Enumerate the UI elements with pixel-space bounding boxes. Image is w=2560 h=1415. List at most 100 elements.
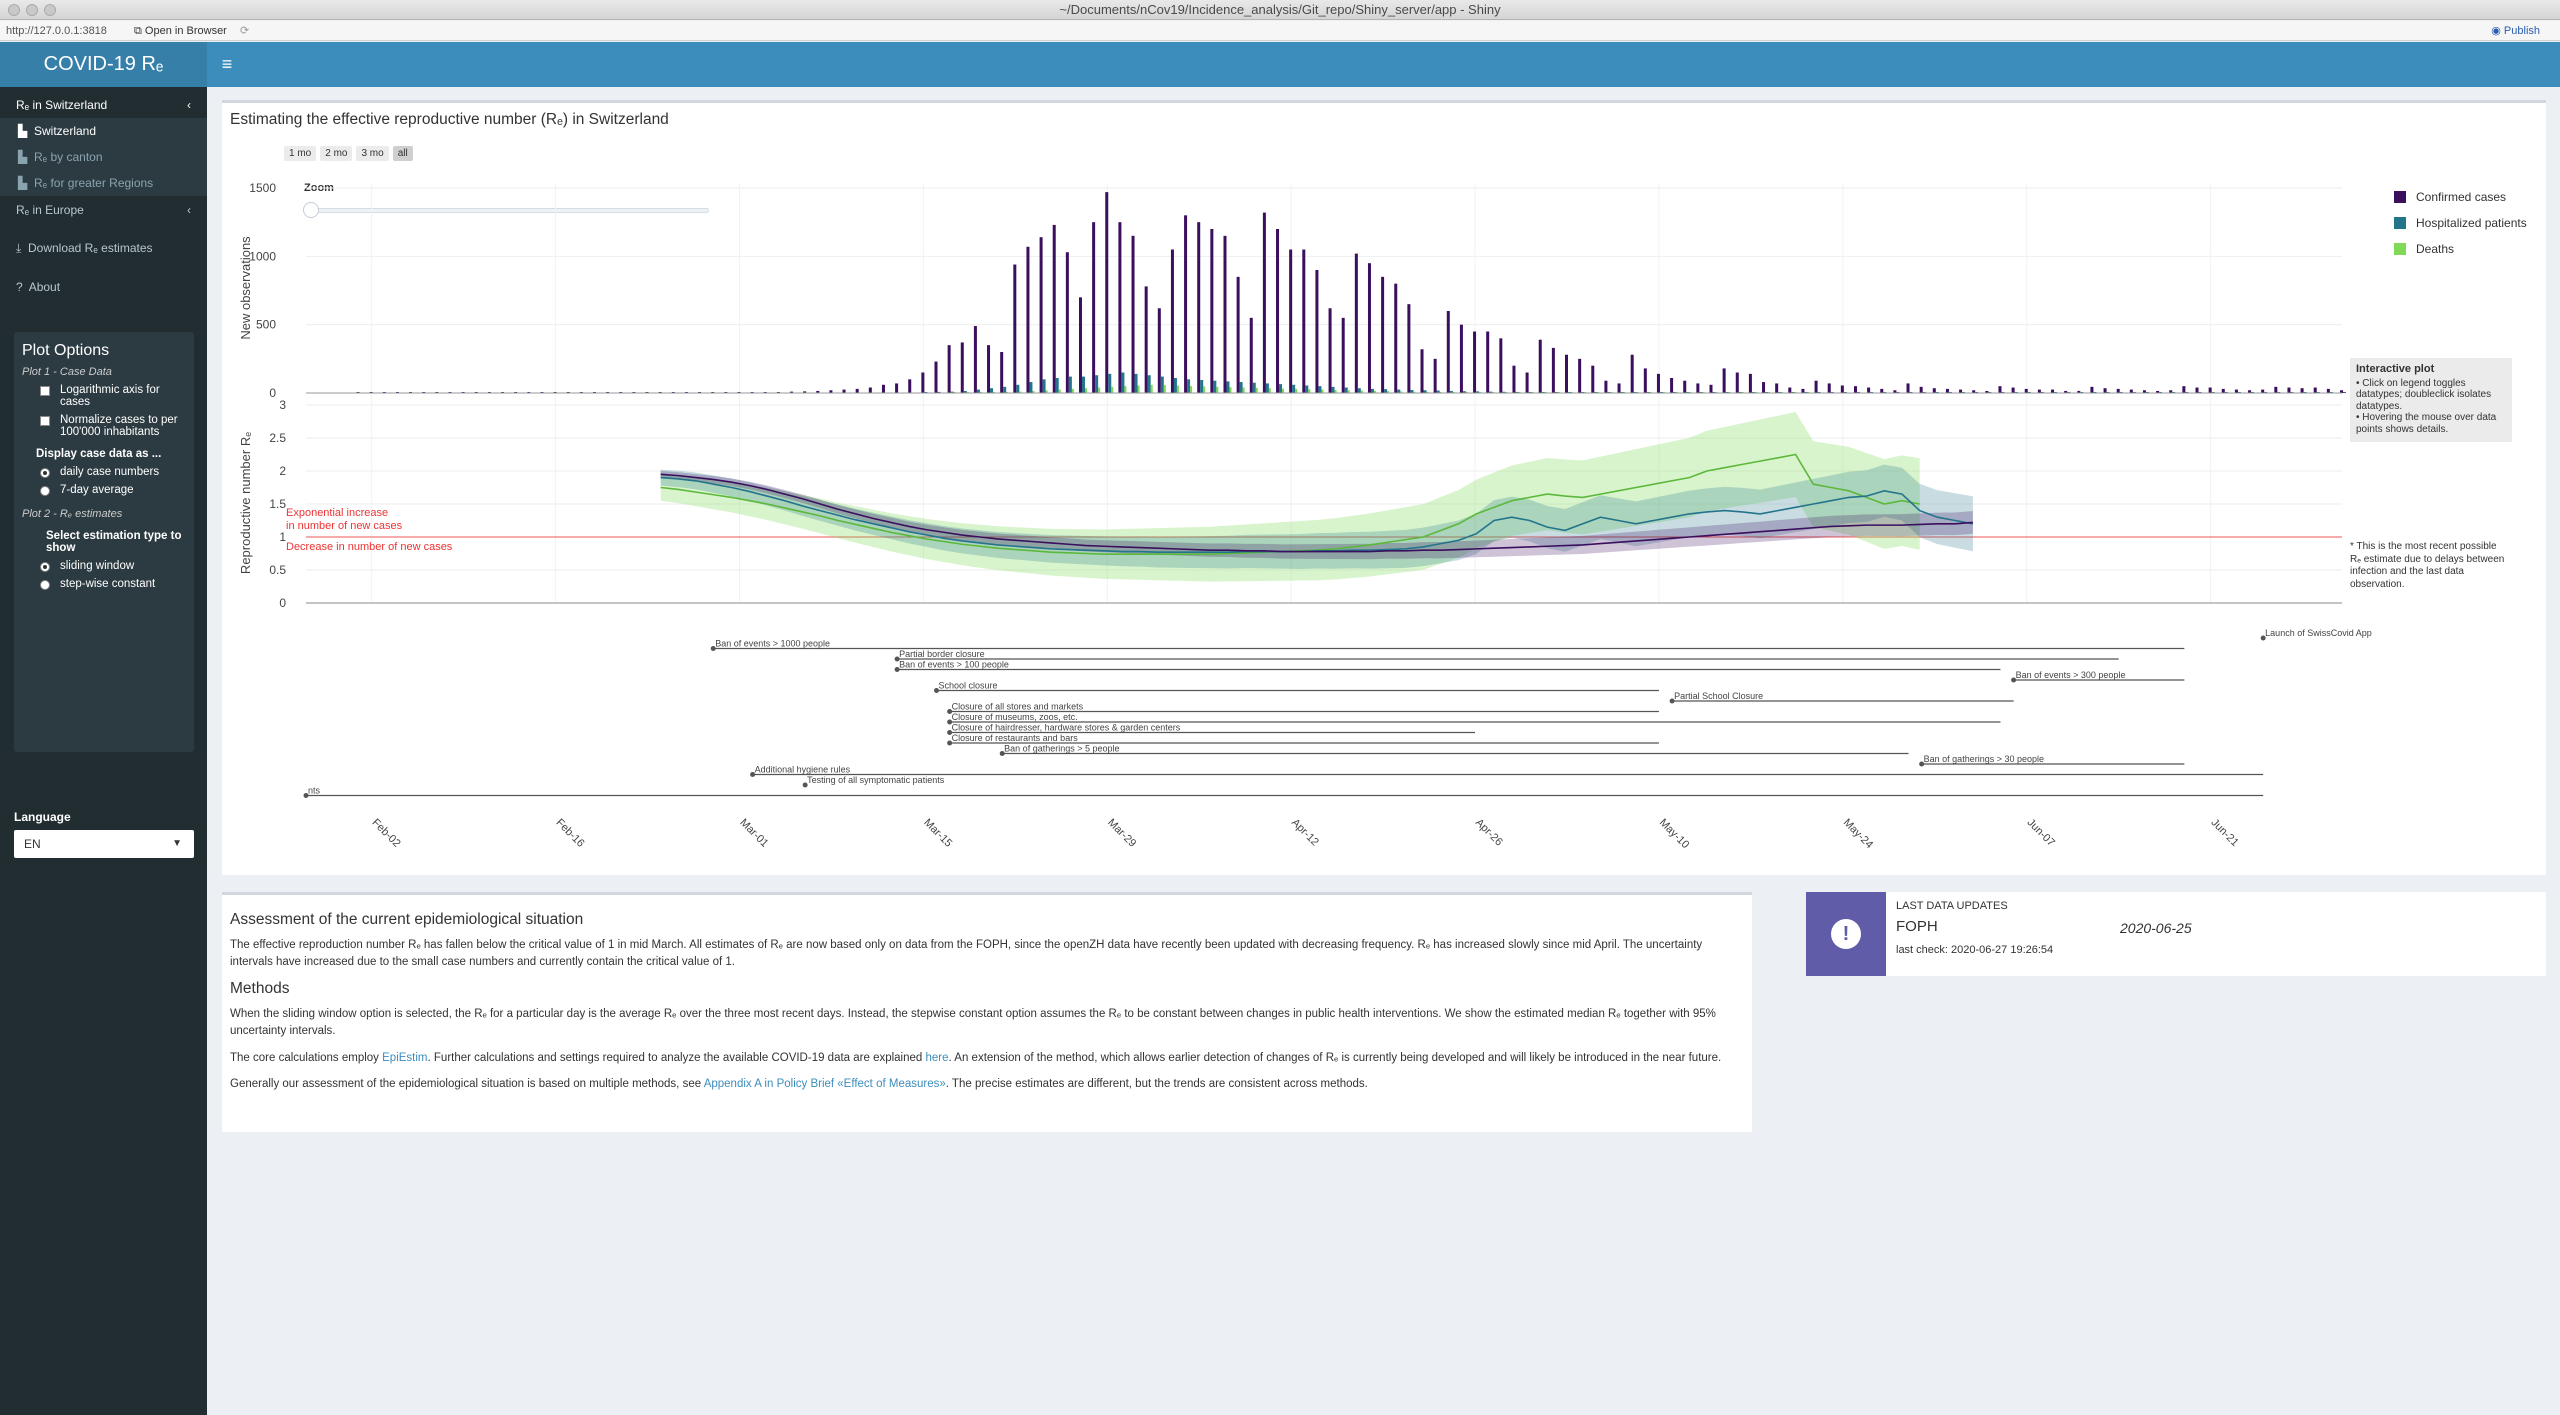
- refresh-icon[interactable]: ⟳: [240, 25, 250, 37]
- bar-deaths: [1295, 388, 1298, 393]
- zoom-slider-handle[interactable]: [303, 202, 319, 218]
- minimize-window-icon[interactable]: [26, 4, 38, 16]
- bar-confirmed: [2129, 389, 2133, 393]
- bar-confirmed: [1446, 311, 1450, 393]
- sidebar-section-europe[interactable]: Rₑ in Europe ‹: [0, 197, 207, 223]
- here-link[interactable]: here: [925, 1051, 949, 1064]
- measure-label: Additional hygiene rules: [755, 765, 851, 775]
- legend-label: Confirmed cases: [2416, 190, 2506, 204]
- bar-hospitalized: [1055, 377, 1059, 393]
- bar-confirmed: [1354, 253, 1358, 393]
- bar-deaths: [1006, 391, 1009, 393]
- bar-confirmed: [1827, 383, 1831, 393]
- bar-confirmed: [1105, 192, 1109, 393]
- bar-deaths: [1321, 389, 1324, 393]
- bar-confirmed: [1394, 283, 1398, 393]
- bar-confirmed: [1433, 358, 1437, 393]
- y-tick-label: 1: [279, 530, 286, 544]
- close-window-icon[interactable]: [8, 4, 20, 16]
- bar-deaths: [1373, 390, 1376, 393]
- bar-confirmed: [2024, 388, 2028, 393]
- measure-label: Ban of events > 300 people: [2016, 670, 2126, 680]
- language-select[interactable]: EN ▼: [14, 830, 194, 858]
- bar-confirmed: [960, 342, 964, 393]
- bar-deaths: [1190, 386, 1193, 393]
- sidebar-item-by-canton[interactable]: ▙ Rₑ by canton: [0, 144, 207, 170]
- bar-confirmed: [2287, 387, 2291, 393]
- log-axis-checkbox[interactable]: Logarithmic axis for cases: [40, 384, 186, 408]
- y-tick-label: 0.5: [269, 563, 286, 577]
- bar-confirmed: [1840, 385, 1844, 393]
- measure-start-dot: [1919, 761, 1925, 767]
- bar-confirmed: [1052, 224, 1056, 393]
- bar-deaths: [1360, 390, 1363, 393]
- bar-hospitalized: [1384, 389, 1388, 393]
- bar-confirmed: [973, 326, 977, 393]
- publish-button[interactable]: ◉ Publish: [2491, 25, 2540, 37]
- sidebar-item-switzerland[interactable]: ▙ Switzerland: [0, 118, 207, 144]
- range-2mo-button[interactable]: 2 mo: [320, 146, 353, 161]
- measure-start-dot: [710, 646, 716, 651]
- bar-confirmed: [1170, 249, 1174, 393]
- measure-start-dot: [802, 782, 808, 788]
- bar-confirmed: [2300, 388, 2304, 393]
- seven-day-average-radio[interactable]: 7-day average: [40, 484, 186, 496]
- epiestim-link[interactable]: EpiEstim: [382, 1051, 428, 1064]
- y-axis-label-bottom: Reproductive number Rₑ: [238, 432, 253, 574]
- chevron-left-icon: ‹: [187, 98, 191, 112]
- range-1mo-button[interactable]: 1 mo: [284, 146, 317, 161]
- bar-confirmed: [1538, 339, 1542, 393]
- bar-deaths: [1387, 391, 1390, 393]
- bar-confirmed: [1118, 222, 1122, 393]
- bar-deaths: [1347, 390, 1350, 393]
- sidebar-item-download[interactable]: ⤓ Download Rₑ estimates: [16, 241, 153, 255]
- bar-confirmed: [947, 345, 951, 393]
- range-3mo-button[interactable]: 3 mo: [356, 146, 389, 161]
- sidebar-section-switzerland[interactable]: Rₑ in Switzerland ‹: [0, 92, 207, 118]
- sidebar-item-about[interactable]: ? About: [16, 280, 61, 294]
- bar-hospitalized: [937, 391, 941, 393]
- bar-hospitalized: [1279, 384, 1283, 393]
- bar-confirmed: [855, 388, 859, 393]
- bar-hospitalized: [1436, 390, 1440, 393]
- y-axis-label-top: New observations: [238, 236, 253, 340]
- bar-confirmed: [2234, 389, 2238, 393]
- app-logo[interactable]: COVID-19 Rₑ: [0, 42, 207, 87]
- bar-confirmed: [1932, 388, 1936, 393]
- open-in-browser-button[interactable]: ⧉ Open in Browser: [134, 25, 227, 37]
- bar-confirmed: [1945, 388, 1949, 393]
- maximize-window-icon[interactable]: [44, 4, 56, 16]
- annotation-exponential: Exponential increase: [286, 507, 388, 519]
- daily-case-radio[interactable]: daily case numbers: [40, 466, 186, 478]
- step-wise-constant-radio[interactable]: step-wise constant: [40, 578, 186, 590]
- normalize-checkbox[interactable]: Normalize cases to per 100'000 inhabitan…: [40, 414, 186, 438]
- chart-icon: ▙: [18, 176, 28, 190]
- bar-confirmed: [1906, 383, 1910, 393]
- plot2-label: Plot 2 - Rₑ estimates: [22, 508, 123, 520]
- sidebar-item-greater-regions[interactable]: ▙ Rₑ for greater Regions: [0, 170, 207, 196]
- appendix-link[interactable]: Appendix A in Policy Brief «Effect of Me…: [703, 1078, 946, 1091]
- download-icon: ⤓: [16, 241, 22, 255]
- sliding-window-radio[interactable]: sliding window: [40, 560, 186, 572]
- chart-svg[interactable]: 0 500 1000 1500 New observations Confirmed ca…: [222, 103, 2546, 878]
- bar-hospitalized: [1042, 379, 1046, 393]
- bar-hospitalized: [1305, 385, 1309, 393]
- bar-hospitalized: [1515, 391, 1519, 393]
- bar-confirmed: [1630, 354, 1634, 393]
- range-all-button[interactable]: all: [392, 146, 413, 161]
- bar-hospitalized: [1187, 379, 1191, 393]
- window-titlebar: ~/Documents/nCov19/Incidence_analysis/Gi…: [0, 0, 2560, 20]
- x-tick-label: Mar-15: [921, 817, 954, 850]
- measure-label: Closure of hairdresser, hardware stores …: [952, 723, 1181, 733]
- sidebar-toggle-icon[interactable]: ≡: [221, 54, 233, 74]
- bar-deaths: [1400, 391, 1403, 393]
- bar-hospitalized: [1449, 390, 1453, 393]
- bar-confirmed: [1184, 215, 1188, 393]
- bar-confirmed: [1748, 373, 1752, 393]
- re-line-confirmed: [660, 473, 1973, 553]
- bar-confirmed: [1420, 349, 1424, 393]
- bar-deaths: [1203, 386, 1206, 393]
- sidebar: Rₑ in Switzerland ‹ ▙ Switzerland ▙ Rₑ by …: [0, 87, 207, 1415]
- x-tick-label: Apr-26: [1473, 817, 1505, 849]
- bar-confirmed: [1814, 380, 1818, 393]
